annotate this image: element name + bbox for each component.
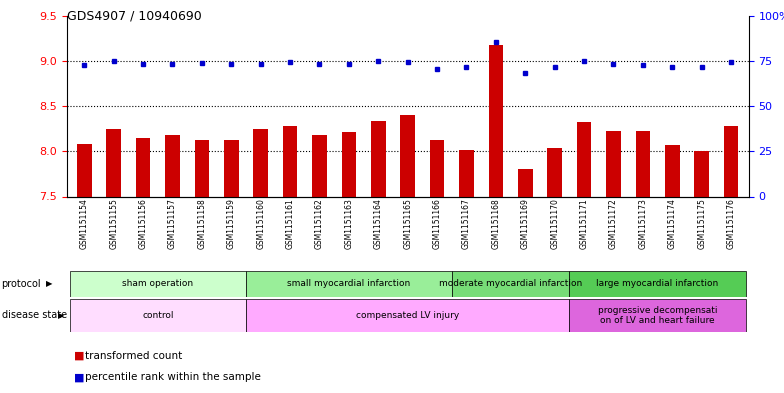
Bar: [371, 121, 386, 196]
Bar: [430, 140, 445, 196]
Text: large myocardial infarction: large myocardial infarction: [597, 279, 719, 288]
Text: compensated LV injury: compensated LV injury: [356, 311, 459, 320]
Bar: [488, 45, 503, 196]
Text: sham operation: sham operation: [122, 279, 194, 288]
Text: percentile rank within the sample: percentile rank within the sample: [85, 372, 260, 382]
Bar: [194, 140, 209, 196]
Text: control: control: [142, 311, 173, 320]
Text: ▶: ▶: [58, 311, 64, 320]
Text: ■: ■: [74, 372, 85, 382]
Bar: [342, 132, 356, 196]
Bar: [401, 115, 415, 196]
Bar: [253, 129, 268, 196]
Bar: [283, 126, 297, 196]
Bar: [606, 131, 621, 196]
Bar: [569, 271, 746, 297]
Bar: [577, 122, 591, 196]
Bar: [547, 148, 562, 196]
Bar: [569, 299, 746, 332]
Text: ▶: ▶: [45, 279, 52, 288]
Bar: [724, 126, 739, 196]
Bar: [136, 138, 151, 196]
Text: GDS4907 / 10940690: GDS4907 / 10940690: [67, 10, 201, 23]
Bar: [70, 299, 246, 332]
Text: transformed count: transformed count: [85, 351, 182, 361]
Bar: [107, 129, 121, 196]
Bar: [165, 135, 180, 196]
Bar: [518, 169, 532, 196]
Text: protocol: protocol: [2, 279, 42, 289]
Bar: [246, 271, 452, 297]
Bar: [695, 151, 709, 196]
Text: disease state: disease state: [2, 310, 67, 320]
Bar: [224, 140, 238, 196]
Bar: [70, 271, 246, 297]
Bar: [636, 130, 650, 196]
Text: small myocardial infarction: small myocardial infarction: [287, 279, 411, 288]
Bar: [246, 299, 569, 332]
Text: ■: ■: [74, 351, 85, 361]
Bar: [452, 271, 569, 297]
Bar: [459, 151, 474, 196]
Text: progressive decompensati
on of LV and heart failure: progressive decompensati on of LV and he…: [598, 306, 717, 325]
Bar: [77, 144, 92, 196]
Bar: [665, 145, 680, 196]
Bar: [312, 135, 327, 196]
Text: moderate myocardial infarction: moderate myocardial infarction: [439, 279, 583, 288]
